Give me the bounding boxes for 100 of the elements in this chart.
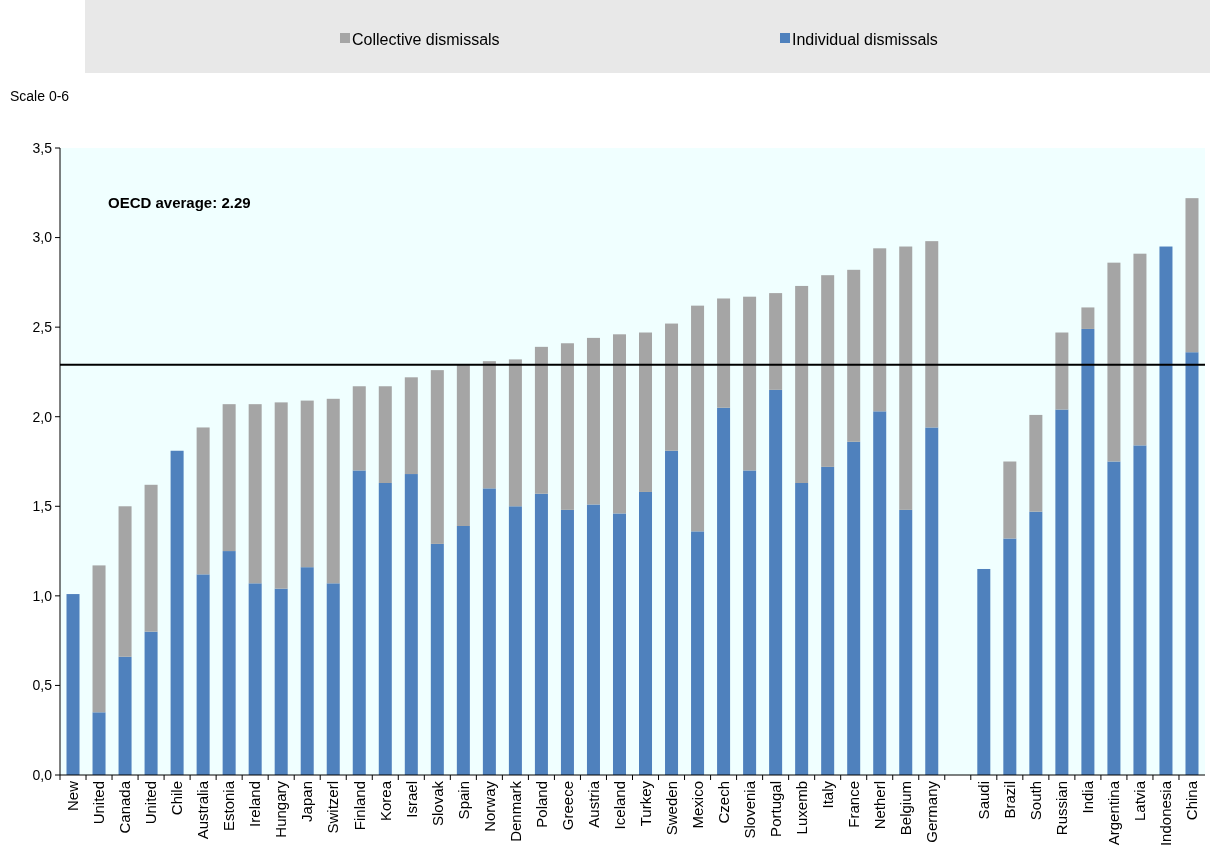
bar: [1185, 352, 1199, 775]
bar: [1107, 461, 1121, 775]
bar: [66, 594, 80, 775]
x-tick-label: Belgium: [896, 781, 914, 836]
bar: [586, 337, 600, 505]
x-tick-label: Germany: [923, 780, 941, 843]
bar: [430, 370, 444, 544]
x-tick-label: Iceland: [610, 781, 628, 830]
bar: [1055, 332, 1069, 410]
legend-label: Collective dismissals: [352, 31, 500, 48]
bar: [1055, 409, 1069, 775]
bar: [300, 567, 314, 775]
x-tick-label: Japan: [298, 781, 316, 822]
bar: [482, 488, 496, 775]
bar: [1081, 307, 1095, 329]
bar: [977, 568, 991, 775]
bar: [508, 506, 522, 775]
x-tick-label: Brazil: [1001, 781, 1019, 819]
y-tick-label: 2,5: [32, 319, 53, 336]
bar: [118, 506, 132, 657]
x-tick-label: Slovak: [428, 780, 446, 827]
y-tick-label: 0,0: [32, 766, 53, 783]
bar: [196, 427, 210, 575]
bar: [1003, 461, 1017, 539]
bar: [430, 543, 444, 775]
bar: [534, 493, 548, 775]
bar: [508, 359, 522, 507]
bar: [691, 305, 705, 532]
x-tick-label: Israel: [402, 781, 420, 818]
x-tick-label: Luxemb: [792, 781, 810, 835]
bar: [144, 631, 158, 775]
x-tick-label: Spain: [454, 781, 472, 820]
bar: [92, 565, 106, 713]
bar: [665, 450, 679, 775]
x-tick-label: Estonia: [220, 780, 238, 832]
bar: [482, 361, 496, 489]
x-tick-label: Switzerl: [324, 781, 342, 834]
x-tick-label: Canada: [116, 780, 134, 834]
y-axis-title: Scale 0-6: [10, 88, 70, 104]
bar: [274, 588, 288, 775]
y-tick-label: 2,0: [32, 408, 53, 425]
x-tick-label: Finland: [350, 781, 368, 831]
x-tick-label: Poland: [532, 781, 550, 828]
x-tick-label: Ireland: [246, 781, 264, 827]
bar: [1185, 198, 1199, 353]
bar: [1133, 253, 1147, 446]
x-tick-label: Denmark: [506, 780, 524, 842]
y-tick-label: 3,5: [32, 139, 53, 156]
y-tick-label: 0,5: [32, 677, 53, 694]
bar: [925, 427, 939, 775]
bar: [248, 404, 262, 584]
bar: [196, 574, 210, 775]
bar: [326, 583, 340, 775]
bar: [170, 450, 184, 775]
x-tick-label: Argentina: [1105, 780, 1123, 846]
bar: [612, 334, 626, 514]
y-tick-label: 3,0: [32, 229, 53, 246]
bar: [795, 285, 809, 483]
bar: [691, 531, 705, 775]
x-tick-label: China: [1183, 780, 1201, 821]
bar: [873, 411, 887, 775]
x-tick-label: Russian: [1053, 781, 1071, 836]
bar: [560, 343, 574, 510]
x-tick-label: Slovenia: [740, 780, 758, 839]
x-tick-label: France: [844, 781, 862, 828]
bar: [404, 377, 418, 475]
x-tick-label: Hungary: [272, 780, 290, 838]
x-tick-label: United: [90, 781, 108, 825]
x-tick-label: Latvia: [1131, 780, 1149, 822]
y-tick-label: 1,0: [32, 587, 53, 604]
bar: [847, 441, 861, 775]
bar: [404, 474, 418, 775]
x-tick-label: Netherl: [870, 781, 888, 830]
bar: [222, 551, 236, 775]
annotation: OECD average: 2.29: [108, 194, 251, 211]
x-tick-label: Turkey: [636, 780, 654, 827]
x-tick-label: Mexico: [688, 781, 706, 829]
x-tick-label: Chile: [168, 781, 186, 816]
x-tick-label: Greece: [558, 781, 576, 831]
x-tick-label: South: [1027, 781, 1045, 821]
x-tick-label: Saudi: [975, 781, 993, 820]
bar: [456, 525, 470, 775]
bar: [821, 275, 835, 467]
bar: [326, 398, 340, 584]
bar: [639, 491, 653, 775]
bar: [1003, 538, 1017, 775]
bar: [925, 241, 939, 428]
bar: [1159, 246, 1173, 775]
x-tick-label: Portugal: [766, 781, 784, 837]
y-tick-label: 1,5: [32, 498, 53, 515]
bar: [1081, 328, 1095, 775]
bar: [586, 504, 600, 775]
bar: [612, 513, 626, 775]
x-tick-label: New: [64, 780, 82, 812]
bar: [899, 246, 913, 510]
bar: [378, 483, 392, 775]
bar: [717, 407, 731, 775]
bar: [300, 400, 314, 568]
bar: [847, 269, 861, 442]
bar: [795, 483, 809, 775]
